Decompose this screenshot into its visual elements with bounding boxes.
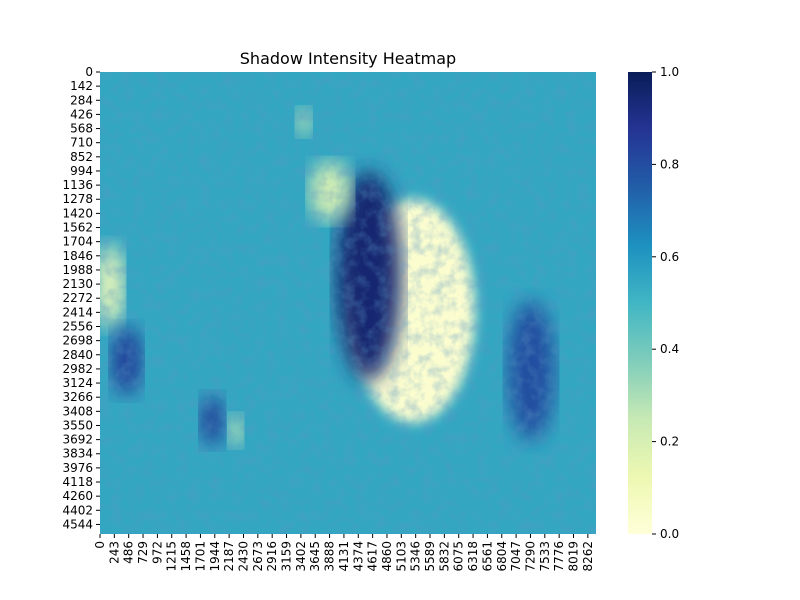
y-tick-label: 1136 (62, 178, 93, 192)
colorbar-tick-label: 0.4 (660, 342, 679, 356)
heatmap-texture (100, 72, 596, 534)
y-tick-label: 3976 (62, 461, 93, 475)
y-tick-label: 2130 (62, 277, 93, 291)
y-tick-label: 3834 (62, 447, 93, 461)
x-tick-label: 6561 (480, 541, 494, 572)
y-tick-label: 3408 (62, 404, 93, 418)
y-tick-label: 3124 (62, 376, 93, 390)
y-tick-label: 3692 (62, 433, 93, 447)
x-tick-label: 1215 (165, 541, 179, 572)
y-tick-label: 2414 (62, 305, 93, 319)
y-tick-label: 710 (70, 136, 93, 150)
y-tick-label: 2556 (62, 319, 93, 333)
x-tick-label: 5103 (394, 541, 408, 572)
y-tick-label: 568 (70, 122, 93, 136)
x-tick-label: 7047 (509, 541, 523, 572)
y-tick-label: 1562 (62, 221, 93, 235)
x-tick-label: 2916 (265, 541, 279, 572)
y-tick-label: 4544 (62, 517, 93, 531)
chart-title: Shadow Intensity Heatmap (240, 49, 456, 68)
y-tick-label: 2698 (62, 334, 93, 348)
y-tick-label: 3266 (62, 390, 93, 404)
y-tick-label: 994 (70, 164, 93, 178)
x-tick-label: 6075 (452, 541, 466, 572)
y-tick-label: 0 (85, 65, 93, 79)
x-tick-label: 4131 (337, 541, 351, 572)
x-tick-label: 1944 (208, 541, 222, 572)
y-tick-label: 852 (70, 150, 93, 164)
y-tick-label: 2982 (62, 362, 93, 376)
colorbar-tick-label: 1.0 (660, 65, 679, 79)
y-tick-label: 4402 (62, 503, 93, 517)
x-tick-label: 3402 (294, 541, 308, 572)
x-tick-label: 4860 (380, 541, 394, 572)
x-tick-label: 7776 (552, 541, 566, 572)
x-tick-label: 2673 (251, 541, 265, 572)
x-tick-label: 0 (93, 541, 107, 549)
x-tick-label: 7533 (538, 541, 552, 572)
x-tick-label: 2430 (236, 541, 250, 572)
x-tick-label: 4617 (366, 541, 380, 572)
x-tick-label: 1458 (179, 541, 193, 572)
x-tick-label: 486 (122, 541, 136, 564)
y-tick-label: 1846 (62, 249, 93, 263)
y-tick-label: 3550 (62, 418, 93, 432)
x-tick-label: 972 (150, 541, 164, 564)
x-axis: 0 243 486 729 972 1215 1458 1701 1944 2187 2430 267… (93, 534, 595, 572)
y-tick-label: 2840 (62, 348, 93, 362)
x-tick-label: 4374 (351, 541, 365, 572)
y-tick-label: 1704 (62, 235, 93, 249)
x-tick-label: 6804 (495, 541, 509, 572)
colorbar (628, 72, 652, 534)
x-tick-label: 5346 (409, 541, 423, 572)
colorbar-tick-label: 0.0 (660, 527, 679, 541)
y-tick-label: 426 (70, 107, 93, 121)
x-tick-label: 6318 (466, 541, 480, 572)
y-tick-label: 2272 (62, 291, 93, 305)
x-tick-label: 3888 (323, 541, 337, 572)
x-tick-label: 243 (107, 541, 121, 564)
x-tick-label: 1701 (193, 541, 207, 572)
x-tick-label: 3645 (308, 541, 322, 572)
x-tick-label: 7290 (523, 541, 537, 572)
colorbar-tick-label: 0.2 (660, 435, 679, 449)
y-tick-label: 4118 (62, 475, 93, 489)
y-tick-label: 1278 (62, 192, 93, 206)
colorbar-tick-label: 0.8 (660, 157, 679, 171)
x-tick-label: 2187 (222, 541, 236, 572)
y-tick-label: 4260 (62, 489, 93, 503)
heatmap-area (100, 72, 596, 534)
y-tick-label: 142 (70, 79, 93, 93)
x-tick-label: 8262 (581, 541, 595, 572)
x-tick-label: 8019 (567, 541, 581, 572)
x-tick-label: 729 (136, 541, 150, 564)
x-tick-label: 5589 (423, 541, 437, 572)
y-axis: 0142284426568710852994113612781420156217… (62, 65, 100, 531)
y-tick-label: 1988 (62, 263, 93, 277)
y-tick-label: 284 (70, 93, 93, 107)
colorbar-tick-label: 0.6 (660, 250, 679, 264)
colorbar-axis: 0.0 0.2 0.4 0.6 0.8 1.0 (652, 65, 679, 541)
y-tick-label: 1420 (62, 206, 93, 220)
x-tick-label: 3159 (280, 541, 294, 572)
x-tick-label: 5832 (437, 541, 451, 572)
